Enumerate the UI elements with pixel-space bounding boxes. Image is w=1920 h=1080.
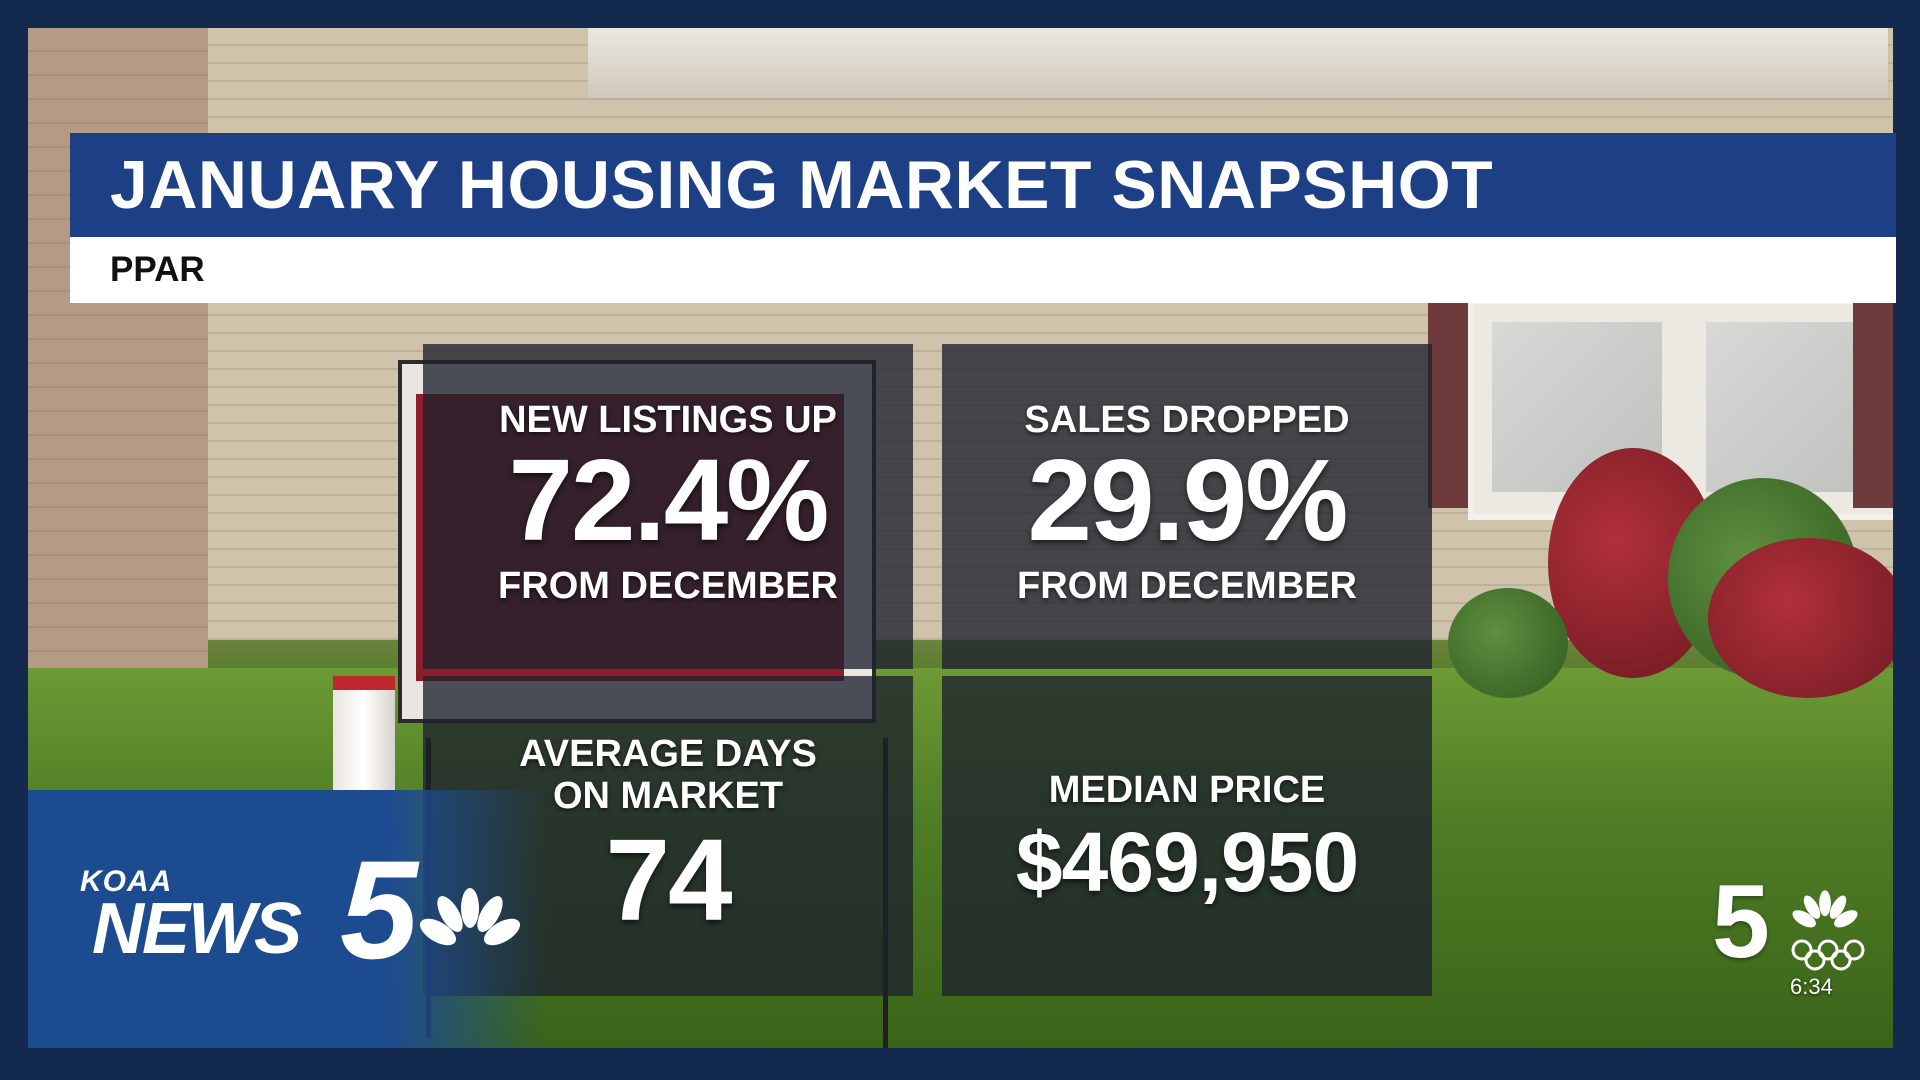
subtitle-bar: PPAR [70, 237, 1896, 303]
logo-brand: NEWS [92, 889, 302, 969]
logo-number: 5 [340, 831, 418, 988]
brick-wall [28, 28, 208, 708]
stat-median-price: MEDIAN PRICE $469,950 [942, 676, 1432, 996]
window-shutter-left [1428, 298, 1468, 508]
stat-days-on-market: AVERAGE DAYS ON MARKET 74 [423, 676, 913, 996]
window-pane-right [1706, 322, 1876, 492]
title-bar: JANUARY HOUSING MARKET SNAPSHOT [70, 133, 1896, 237]
channel-bug-number: 5 [1712, 864, 1770, 980]
stat-sales: SALES DROPPED 29.9% FROM DECEMBER [942, 344, 1432, 669]
stat-label: SALES DROPPED [1024, 399, 1350, 441]
stat-value: 29.9% [1027, 435, 1349, 565]
broadcast-time: 6:34 [1790, 974, 1833, 999]
stat-new-listings: NEW LISTINGS UP 72.4% FROM DECEMBER [423, 344, 913, 669]
stat-value: 72.4% [508, 435, 830, 565]
source-label: PPAR [110, 250, 205, 289]
stat-label-line1: AVERAGE DAYS [519, 733, 817, 775]
page-title: JANUARY HOUSING MARKET SNAPSHOT [110, 147, 1494, 223]
stat-sublabel: FROM DECEMBER [498, 565, 838, 607]
peacock-icon [420, 888, 520, 946]
logo-station: KOAA [80, 865, 173, 898]
roof-trim [588, 28, 1888, 98]
red-shrub-2 [1708, 538, 1893, 698]
window-shutter-right [1853, 298, 1893, 508]
stat-label: MEDIAN PRICE [1048, 769, 1326, 811]
stat-label: NEW LISTINGS UP [499, 399, 837, 441]
small-shrub [1448, 588, 1568, 698]
stat-label-line2: ON MARKET [552, 775, 784, 817]
stat-value: 74 [605, 815, 732, 945]
stat-value: $469,950 [1015, 815, 1359, 909]
channel-bug-peacock-icon [1792, 890, 1858, 928]
stat-sublabel: FROM DECEMBER [1017, 565, 1357, 607]
olympic-rings-icon [1791, 939, 1865, 971]
